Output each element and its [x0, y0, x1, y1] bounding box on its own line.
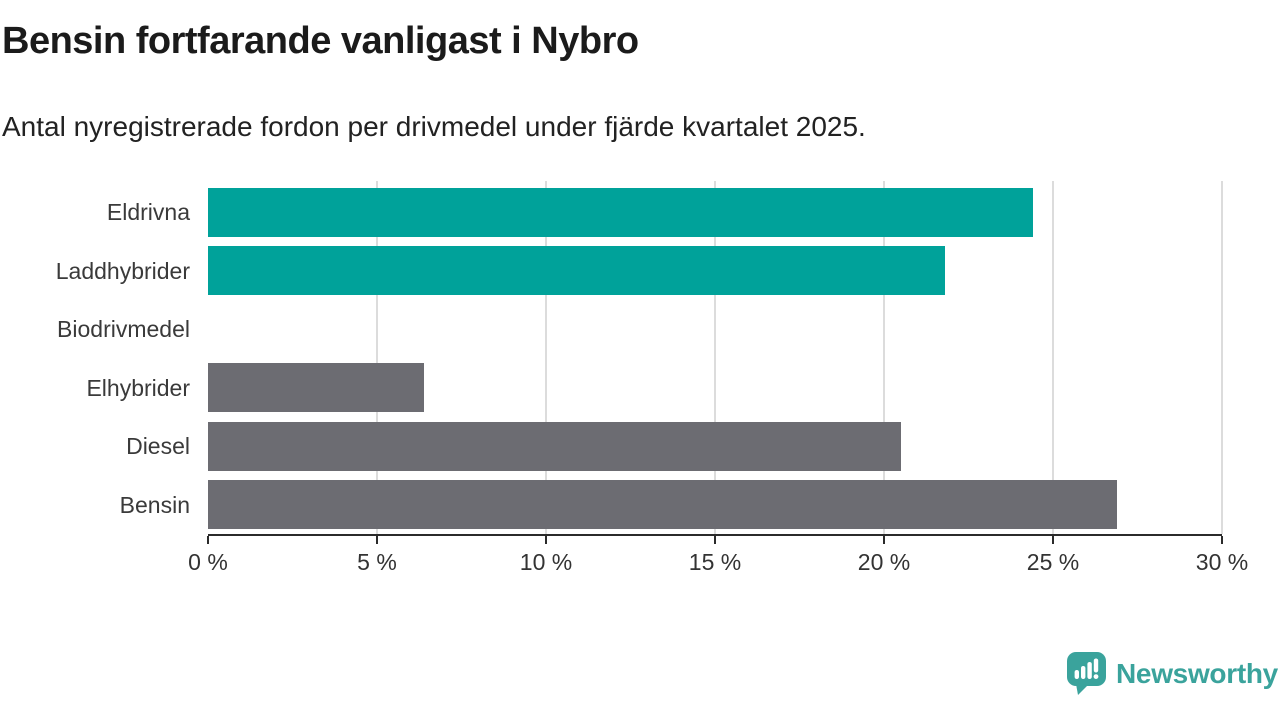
y-axis-label: Bensin — [119, 491, 190, 518]
chart-subtitle: Antal nyregistrerade fordon per drivmede… — [2, 111, 866, 142]
plot-area — [208, 181, 1223, 534]
gridline — [376, 181, 378, 534]
x-tick-mark — [1052, 536, 1054, 544]
bar-elhybrider — [208, 363, 425, 413]
gridline — [545, 181, 547, 534]
bar-diesel — [208, 421, 901, 471]
x-tick-mark — [207, 536, 209, 544]
x-tick-label: 10 % — [519, 549, 573, 575]
x-tick-label: 5 % — [357, 549, 397, 575]
x-tick-label: 15 % — [688, 549, 742, 575]
x-tick-mark — [714, 536, 716, 544]
newsworthy-wordmark: Newsworthy — [1116, 657, 1278, 689]
y-axis-label: Eldrivna — [106, 199, 190, 225]
y-axis-label: Elhybrider — [86, 374, 190, 401]
x-tick-mark — [376, 536, 378, 544]
x-tick-mark — [883, 536, 885, 544]
x-tick-label: 25 % — [1026, 549, 1080, 575]
x-tick-mark — [1221, 536, 1223, 544]
gridline — [883, 181, 885, 534]
chart-title: Bensin fortfarande vanligast i Nybro — [2, 20, 639, 62]
bar-bensin — [208, 480, 1118, 530]
bar-eldrivna — [208, 187, 1033, 237]
y-axis-labels: Eldrivna Laddhybrider Biodrivmedel Elhybrid… — [0, 183, 208, 534]
newsworthy-logo[interactable]: Newsworthy — [1066, 651, 1278, 696]
y-axis-label: Biodrivmedel — [57, 316, 190, 342]
gridline — [714, 181, 716, 534]
y-axis-label: Laddhybrider — [55, 257, 190, 284]
x-tick-label: 20 % — [857, 549, 911, 575]
y-axis-label: Diesel — [126, 433, 190, 459]
x-tick-label: 30 % — [1195, 549, 1249, 575]
x-axis: 0 % 5 % 10 % 15 % 20 % 25 % 30 % — [188, 534, 1248, 588]
gridline — [1052, 181, 1054, 534]
gridline — [1221, 181, 1223, 534]
x-tick-label: 0 % — [188, 549, 228, 575]
newsworthy-speech-bubble-chart-icon — [1067, 652, 1106, 695]
bar-laddhybrider — [208, 246, 945, 296]
x-tick-mark — [545, 536, 547, 544]
